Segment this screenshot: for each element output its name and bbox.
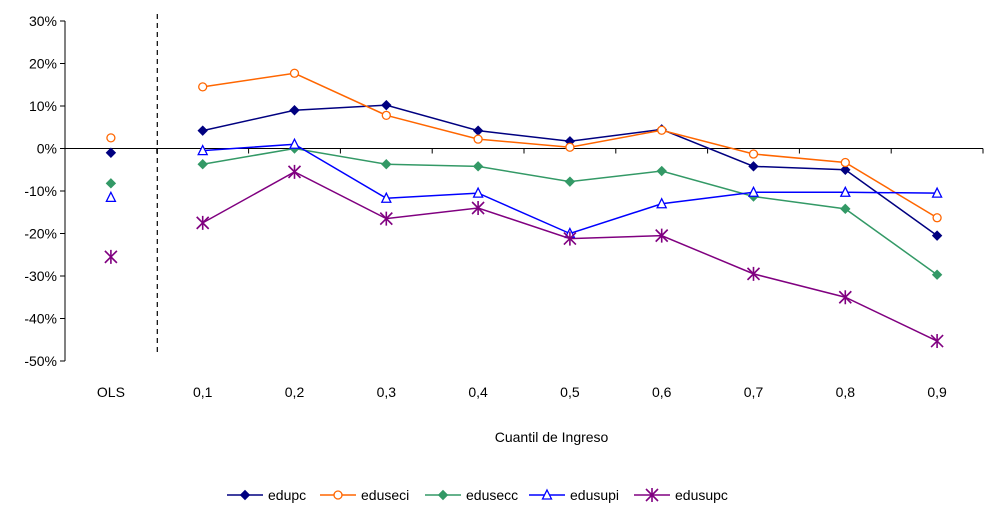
data-point: [437, 489, 449, 501]
x-tick-label: 0,1: [193, 384, 213, 400]
data-point: [746, 266, 761, 281]
data-point: [840, 203, 851, 215]
data-point: [472, 161, 484, 172]
data-point: [748, 161, 759, 172]
data-point: [655, 228, 669, 243]
legend-item-edupc: edupc: [227, 487, 306, 503]
data-point: [196, 215, 210, 230]
data-point: [287, 164, 302, 179]
data-point: [289, 105, 300, 116]
data-point: [657, 125, 667, 135]
data-point: [379, 211, 393, 226]
series-line: [202, 104, 938, 237]
data-point: [471, 201, 485, 215]
legend-label: eduseci: [361, 487, 409, 503]
data-point: [198, 82, 208, 92]
data-point: [381, 159, 392, 170]
x-tick-label: 0,2: [285, 384, 305, 400]
y-axis: 30% 20% 10% 0% -10% -20% -30% -40% -50%: [24, 13, 66, 369]
x-tick-label: 0,7: [744, 384, 764, 400]
data-point: [748, 149, 759, 159]
data-point: [105, 147, 117, 158]
data-point: [840, 164, 851, 175]
data-point: [930, 334, 944, 349]
x-tick-label: OLS: [97, 384, 125, 400]
data-point: [472, 125, 484, 136]
data-point: [104, 249, 118, 264]
series-edupc: [105, 99, 943, 241]
x-tick-label: 0,5: [560, 384, 580, 400]
legend: edupc eduseci edusecc edusupi edusupc: [227, 487, 728, 503]
data-point: [381, 110, 391, 120]
legend-label: edusupi: [570, 487, 619, 503]
legend-label: edusupc: [675, 487, 728, 503]
data-point: [931, 269, 943, 280]
data-point: [197, 159, 208, 170]
data-point: [840, 157, 850, 168]
data-point: [380, 191, 392, 203]
data-point: [106, 133, 116, 143]
legend-item-edusecc: edusecc: [425, 487, 518, 503]
data-point: [564, 176, 576, 187]
data-point: [239, 489, 251, 501]
data-point: [333, 490, 343, 500]
data-point: [473, 134, 483, 144]
y-tick-label: 20%: [29, 56, 57, 72]
data-point: [289, 68, 300, 78]
y-tick-label: -30%: [24, 268, 57, 284]
x-tick-label: 0,8: [836, 384, 856, 400]
series-layer: [104, 68, 944, 349]
data-point: [472, 186, 484, 198]
x-tick-label: 0,3: [377, 384, 397, 400]
y-tick-label: -10%: [24, 183, 57, 199]
legend-item-edusupc: edusupc: [634, 487, 728, 503]
y-tick-label: -40%: [24, 311, 57, 327]
x-tick-label: 0,9: [927, 384, 947, 400]
series-line: [202, 143, 938, 235]
legend-item-edusupi: edusupi: [529, 487, 619, 503]
legend-label: edupc: [268, 487, 306, 503]
data-point: [931, 230, 943, 241]
data-point: [747, 185, 760, 197]
y-tick-label: -50%: [24, 353, 57, 369]
y-tick-label: 0%: [37, 141, 57, 157]
data-point: [197, 125, 208, 136]
data-point: [656, 165, 667, 177]
data-point: [839, 185, 851, 197]
series-line: [202, 147, 938, 276]
x-axis: OLS 0,1 0,2 0,3 0,4 0,5 0,6 0,7 0,8 0,9: [64, 148, 984, 400]
y-tick-label: -20%: [24, 226, 57, 242]
data-point: [288, 137, 301, 149]
data-point: [381, 99, 392, 111]
data-point: [645, 488, 659, 502]
data-point: [932, 213, 942, 223]
series-edusecc: [105, 143, 943, 280]
data-point: [838, 290, 852, 305]
legend-label: edusecc: [466, 487, 518, 503]
y-tick-label: 30%: [29, 13, 57, 29]
data-point: [197, 144, 209, 156]
data-point: [656, 197, 668, 209]
data-point: [563, 231, 577, 246]
y-tick-label: 10%: [29, 98, 57, 114]
series-eduseci: [106, 68, 942, 223]
series-edusupc: [104, 164, 944, 349]
legend-item-eduseci: eduseci: [320, 487, 409, 503]
x-axis-label: Cuantil de Ingreso: [495, 429, 609, 445]
x-tick-label: 0,6: [652, 384, 672, 400]
data-point: [931, 186, 943, 198]
data-point: [565, 142, 575, 152]
data-point: [541, 488, 553, 500]
x-tick-label: 0,4: [468, 384, 488, 400]
data-point: [105, 178, 117, 189]
series-line: [202, 171, 938, 342]
data-point: [105, 190, 117, 203]
